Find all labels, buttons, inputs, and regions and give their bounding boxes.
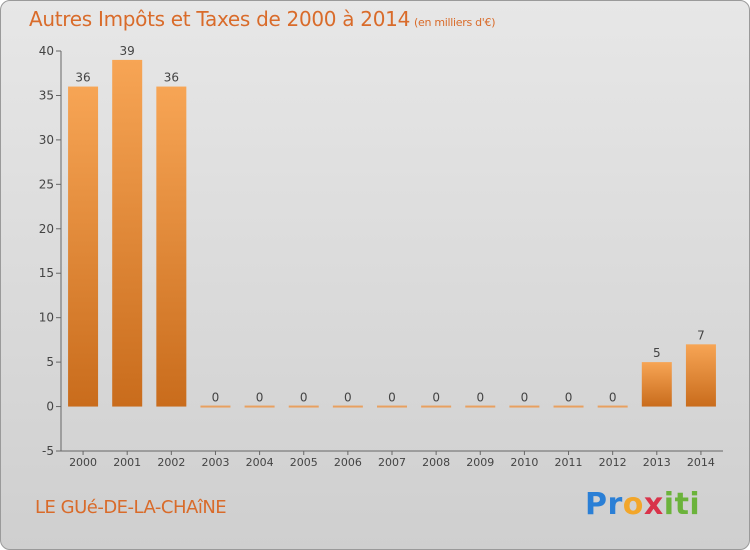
chart-bars — [68, 59, 716, 408]
value-label: 7 — [697, 328, 705, 342]
value-label: 0 — [388, 391, 396, 405]
value-label: 39 — [120, 44, 135, 58]
value-label: 36 — [75, 71, 90, 85]
proxiti-logo: Proxiti — [585, 487, 701, 522]
value-label: 0 — [344, 391, 352, 405]
x-tick-label: 2002 — [157, 456, 185, 469]
y-tick-label: 5 — [46, 355, 54, 369]
x-tick-label: 2001 — [113, 456, 141, 469]
bar — [509, 405, 540, 408]
y-tick-label: 40 — [39, 44, 54, 58]
y-tick-label: 15 — [39, 266, 54, 280]
value-label: 0 — [609, 391, 617, 405]
bar — [465, 405, 496, 408]
value-label: 0 — [256, 391, 264, 405]
x-tick-label: 2003 — [201, 456, 229, 469]
chart-value-labels: 36 39 36 0 0 0 0 0 0 0 0 0 0 5 7 — [75, 44, 704, 405]
x-tick-label: 2009 — [466, 456, 494, 469]
chart-title-text: Autres Impôts et Taxes de 2000 à 2014 — [29, 7, 410, 31]
bar — [641, 362, 672, 407]
x-tick-label: 2000 — [69, 456, 97, 469]
bar — [553, 405, 584, 408]
value-label: 0 — [212, 391, 220, 405]
x-tick-label: 2012 — [599, 456, 627, 469]
bar — [377, 405, 407, 408]
value-label: 36 — [164, 71, 179, 85]
value-label: 0 — [476, 391, 484, 405]
bar — [421, 405, 452, 408]
chart-title: Autres Impôts et Taxes de 2000 à 2014 (en… — [29, 7, 495, 31]
value-label: 5 — [653, 346, 661, 360]
x-tick-label: 2008 — [422, 456, 450, 469]
x-tick-label: 2004 — [246, 456, 274, 469]
x-tick-label: 2011 — [555, 456, 583, 469]
bar — [685, 344, 716, 407]
x-tick-label: 2013 — [643, 456, 671, 469]
y-tick-label: 30 — [39, 133, 54, 147]
y-tick-label: 25 — [39, 177, 54, 191]
x-tick-label: 2006 — [334, 456, 362, 469]
bar — [244, 405, 275, 408]
commune-name: LE GUé-DE-LA-CHAîNE — [35, 497, 227, 518]
value-label: 0 — [432, 391, 440, 405]
chart-unit-label: (en milliers d'€) — [414, 16, 496, 29]
value-label: 0 — [300, 391, 308, 405]
y-tick-label: 20 — [39, 222, 54, 236]
y-tick-label: 35 — [39, 88, 54, 102]
x-tick-label: 2010 — [510, 456, 538, 469]
bar — [156, 86, 187, 407]
bar — [597, 405, 628, 408]
x-tick-label: 2014 — [687, 456, 715, 469]
bar — [200, 405, 231, 408]
y-tick-label: -5 — [42, 444, 54, 458]
value-label: 0 — [521, 391, 529, 405]
y-tick-label: 0 — [46, 400, 54, 414]
bar — [112, 59, 143, 407]
bar — [332, 405, 363, 408]
x-tick-label: 2005 — [290, 456, 318, 469]
value-label: 0 — [565, 391, 573, 405]
bar — [288, 405, 319, 408]
x-tick-label: 2007 — [378, 456, 406, 469]
y-tick-label: 10 — [39, 311, 54, 325]
bar — [68, 86, 99, 407]
chart-axes: -5 0 5 10 15 20 25 30 35 40 2000 2001 2002 2003 2004 20… — [39, 44, 723, 469]
